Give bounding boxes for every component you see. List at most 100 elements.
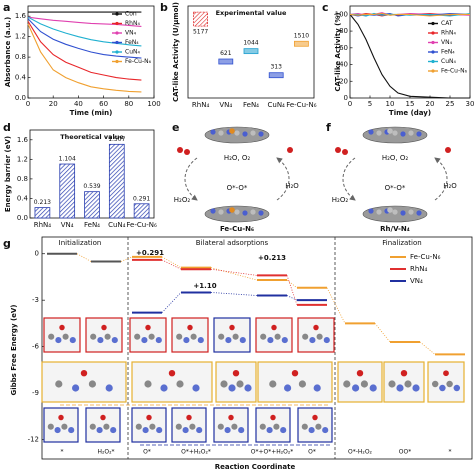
snapshot-atom [281,337,288,344]
step-label: O*-H₂O₂ [348,449,373,456]
atom [368,129,374,135]
atom [408,209,414,215]
snapshot-atom [68,427,75,434]
snapshot-atom [217,423,224,430]
x-axis-label: Time (day) [389,109,431,117]
y-tick-label: 1.6 [15,12,27,20]
oxygen [184,149,190,155]
snapshot-atom [182,427,189,434]
atom [234,209,240,215]
snapshot-frame [41,361,127,403]
series-line [27,18,142,59]
x-tick-label: 20 [49,100,58,108]
snapshot-atom [58,414,64,421]
legend-marker [115,31,119,35]
snapshot-atom [176,380,184,388]
species-label: O*-O* [385,184,406,192]
y-tick-label: 0 [344,94,348,102]
value-label: 1.507 [108,136,125,143]
legend-label: RhN₄ [125,20,140,27]
snapshot-atom [104,333,111,340]
snapshot-atom [291,370,299,377]
snapshot-atom [343,380,351,388]
snapshot-atom [47,423,54,430]
snapshot-atom [149,423,156,430]
snapshot-atom [160,384,168,392]
snapshot-atom [69,337,76,344]
atom [416,131,422,137]
snapshot-atom [196,427,203,434]
x-tick-label: FeN₄ [243,101,259,109]
snapshot-atom [105,384,113,392]
snapshot-atom [352,384,360,392]
snapshot-atom [443,370,449,377]
cycle-arrow [276,157,290,201]
chart-title: Experimental value [216,9,287,17]
x-tick-label: CuN₄ [108,221,126,229]
bar [34,207,51,219]
snapshot-atom [176,333,183,340]
legend-label: VN₄ [410,277,423,285]
snapshot-atom [322,427,329,434]
oxygen [335,147,341,153]
annotation: +1.10 [193,282,216,290]
activity-box [293,40,309,47]
legend-label: VN₄ [125,30,137,37]
legend-marker [431,31,435,35]
species-label: H₂O₂ [332,196,349,204]
snapshot-atom [259,423,266,430]
step-label: O* [308,449,316,456]
y-tick-label: 0.4 [17,194,29,202]
atom [416,210,422,216]
species-label: H₂O₂ [174,196,191,204]
y-tick-label: 20 [339,77,348,85]
y-axis-label: Gibbs Free Energy (eV) [10,304,18,395]
snapshot-atom [228,414,234,421]
snapshot-atom [270,414,276,421]
snapshot-atom [309,337,316,344]
snapshot-atom [260,333,267,340]
snapshot-atom [88,380,96,388]
cycle-arrow [342,157,356,201]
plot-frame [41,236,473,460]
snapshot-atom [308,427,315,434]
x-tick-label: 30 [466,100,474,108]
snapshot-atom [446,380,453,388]
snapshot-atom [298,380,306,388]
snapshot-atom [135,423,142,430]
snapshot-atom [404,380,412,388]
x-tick-label: 60 [99,100,108,108]
annotation: +0.213 [258,254,286,262]
snapshot-atom [369,384,377,392]
legend-label: CuN₄ [441,58,456,65]
snapshot-atom [312,414,318,421]
panel-label: d [3,121,11,134]
snapshot-atom [236,380,244,388]
snapshot-atom [189,423,196,430]
x-tick-label: 0 [26,100,30,108]
x-tick-label: CuN₄ [268,101,286,109]
bar [59,163,76,219]
snapshot-atom [225,337,232,344]
y-axis-label: CAT-like Activity (U/μmol) [172,2,180,102]
snapshot-atom [453,384,461,392]
x-tick-label: VN₄ [219,101,232,109]
panel-label: a [3,1,10,14]
y-tick-label: 80 [339,27,348,35]
cycle-arrow [434,157,448,201]
snapshot-atom [145,324,151,331]
snapshot-atom [142,427,149,434]
legend-marker [431,69,435,73]
snapshot-atom [316,333,323,340]
atom [258,210,264,216]
legend-label: FeN₄ [441,49,455,56]
x-tick-label: 0 [348,100,352,108]
snapshot-atom [439,384,446,392]
activity-box [243,48,259,55]
snapshot-atom [232,370,240,377]
value-label: 621 [220,50,232,57]
series-line [27,16,142,47]
species-label: H₂O [285,182,299,190]
step-label: H₂O₂* [97,449,114,456]
